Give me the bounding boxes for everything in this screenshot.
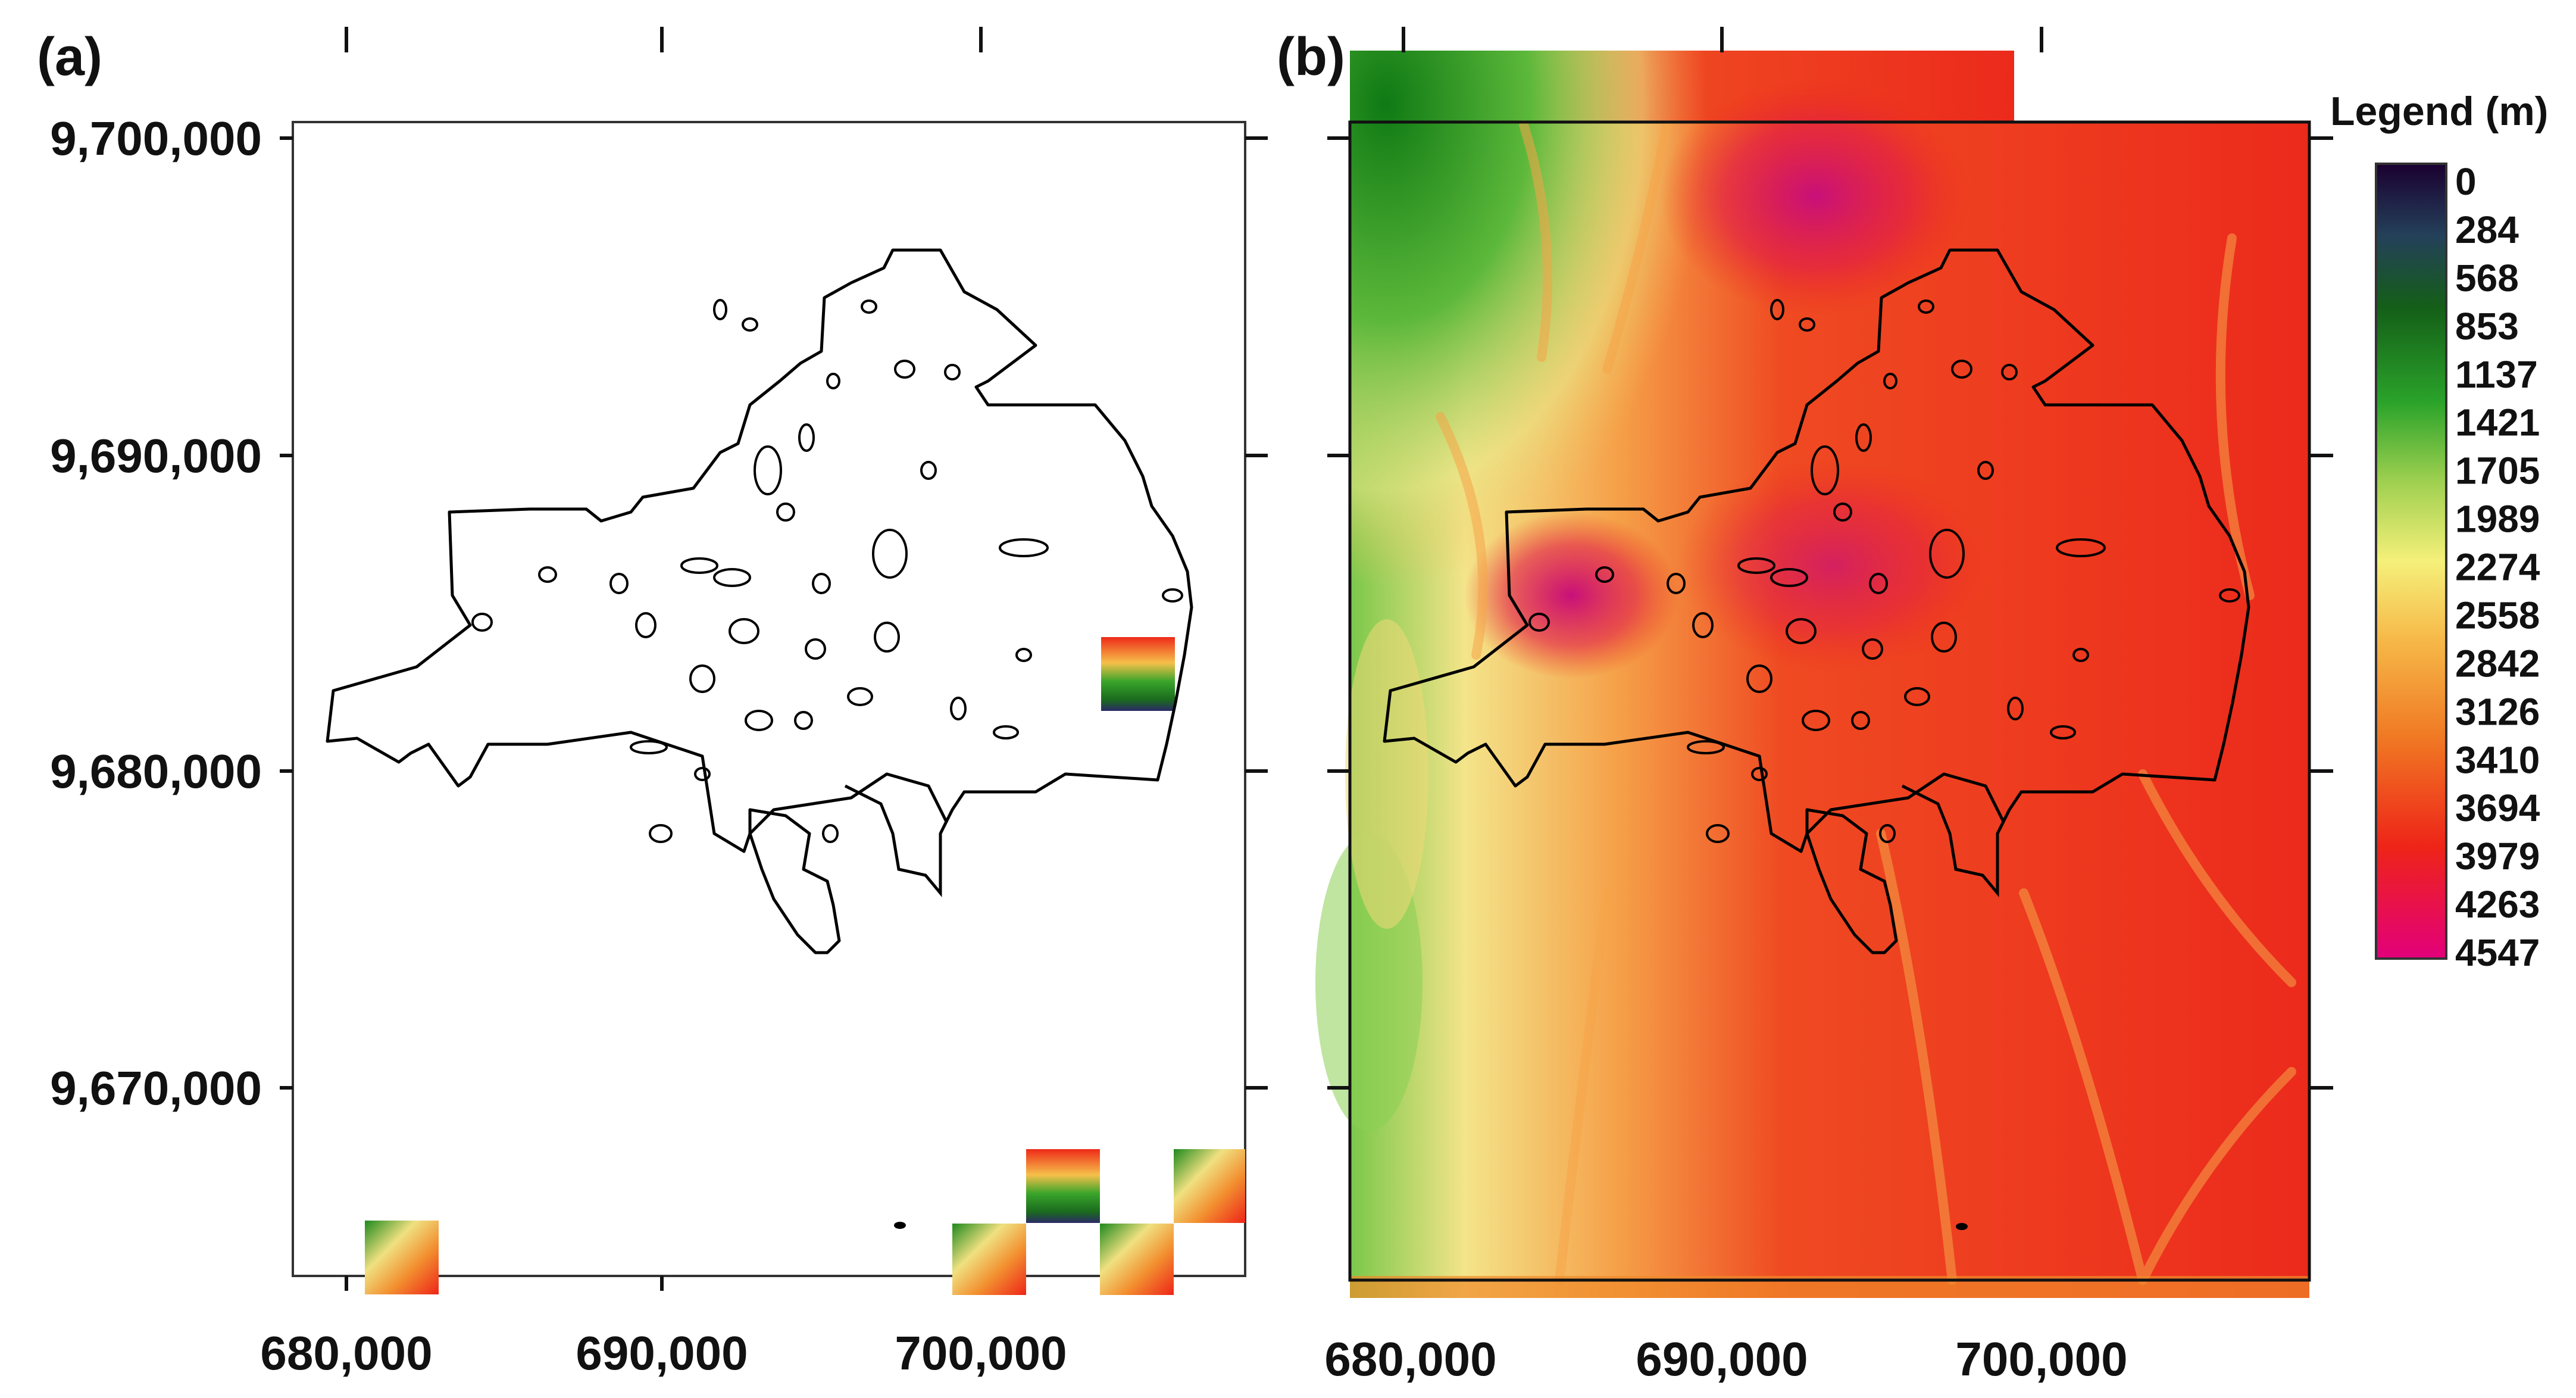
x-tick-label: 690,000	[576, 1327, 748, 1380]
legend-colorbar	[2375, 163, 2447, 960]
legend-value: 2842	[2455, 642, 2540, 685]
panel-b-top-ticks	[1402, 27, 2043, 52]
dem-tiles	[365, 637, 1245, 1295]
legend-value: 3979	[2455, 835, 2540, 878]
legend-value: 3126	[2455, 690, 2540, 733]
panel-b-left-ticks	[1327, 136, 1350, 1090]
dem-tile	[365, 1221, 439, 1294]
panel-a-label: (a)	[37, 27, 102, 87]
dem-raster	[1315, 51, 2309, 1298]
panel-a: (a) 9,700,000 9,690,00	[37, 27, 1268, 1380]
legend-value: 2274	[2455, 546, 2540, 589]
legend-title: Legend (m)	[2330, 89, 2548, 134]
x-tick-label: 700,000	[895, 1327, 1067, 1380]
x-tick-label: 700,000	[1955, 1333, 2127, 1385]
legend-value: 4263	[2455, 883, 2540, 926]
panel-a-right-ticks	[1245, 136, 1268, 1090]
panel-b: (b)	[1277, 27, 2548, 1385]
watershed-outline-b	[1384, 250, 2249, 1230]
panel-a-left-ticks	[280, 136, 293, 1090]
y-tick-label: 9,670,000	[50, 1062, 262, 1115]
legend-value: 0	[2455, 160, 2477, 203]
watershed-outline-a	[326, 248, 1193, 954]
panel-a-bottom-ticks	[345, 1276, 983, 1291]
legend-value: 1421	[2455, 401, 2540, 444]
x-tick-label: 680,000	[260, 1327, 432, 1380]
panel-b-label: (b)	[1277, 27, 1345, 87]
dem-tile	[1026, 1149, 1100, 1223]
legend-labels: 0 284 568 853 1137 1421 1705 1989 2274 2558 2842 31…	[2455, 160, 2540, 974]
legend-value: 853	[2455, 305, 2519, 348]
elevation-legend: Legend (m) 0 284 568 853 1137 1421 1705 1989 227…	[2330, 89, 2548, 974]
y-tick-label: 9,690,000	[50, 429, 262, 482]
y-tick-label: 9,700,000	[50, 112, 262, 165]
x-tick-label: 690,000	[1636, 1333, 1808, 1385]
y-tick-label: 9,680,000	[50, 745, 262, 798]
legend-value: 1137	[2455, 353, 2538, 396]
dem-tile	[1101, 637, 1175, 711]
legend-value: 1705	[2455, 450, 2540, 492]
legend-value: 3694	[2455, 787, 2540, 829]
dem-tile	[1174, 1149, 1245, 1223]
dem-tile	[1100, 1224, 1174, 1295]
panel-a-frame	[292, 121, 1246, 1277]
water-bodies-a	[471, 299, 1183, 843]
dem-tile	[952, 1224, 1026, 1295]
legend-value: 4547	[2455, 931, 2540, 974]
panel-b-frame	[1348, 120, 2311, 1282]
legend-value: 284	[2455, 208, 2519, 251]
legend-value: 1989	[2455, 498, 2540, 541]
x-tick-label: 680,000	[1324, 1333, 1496, 1385]
panel-a-top-ticks	[345, 27, 983, 52]
legend-value: 2558	[2455, 594, 2540, 636]
legend-value: 3410	[2455, 738, 2540, 781]
panel-b-right-ticks	[2309, 136, 2333, 1090]
legend-value: 568	[2455, 257, 2519, 299]
isolated-patch	[894, 1222, 906, 1229]
